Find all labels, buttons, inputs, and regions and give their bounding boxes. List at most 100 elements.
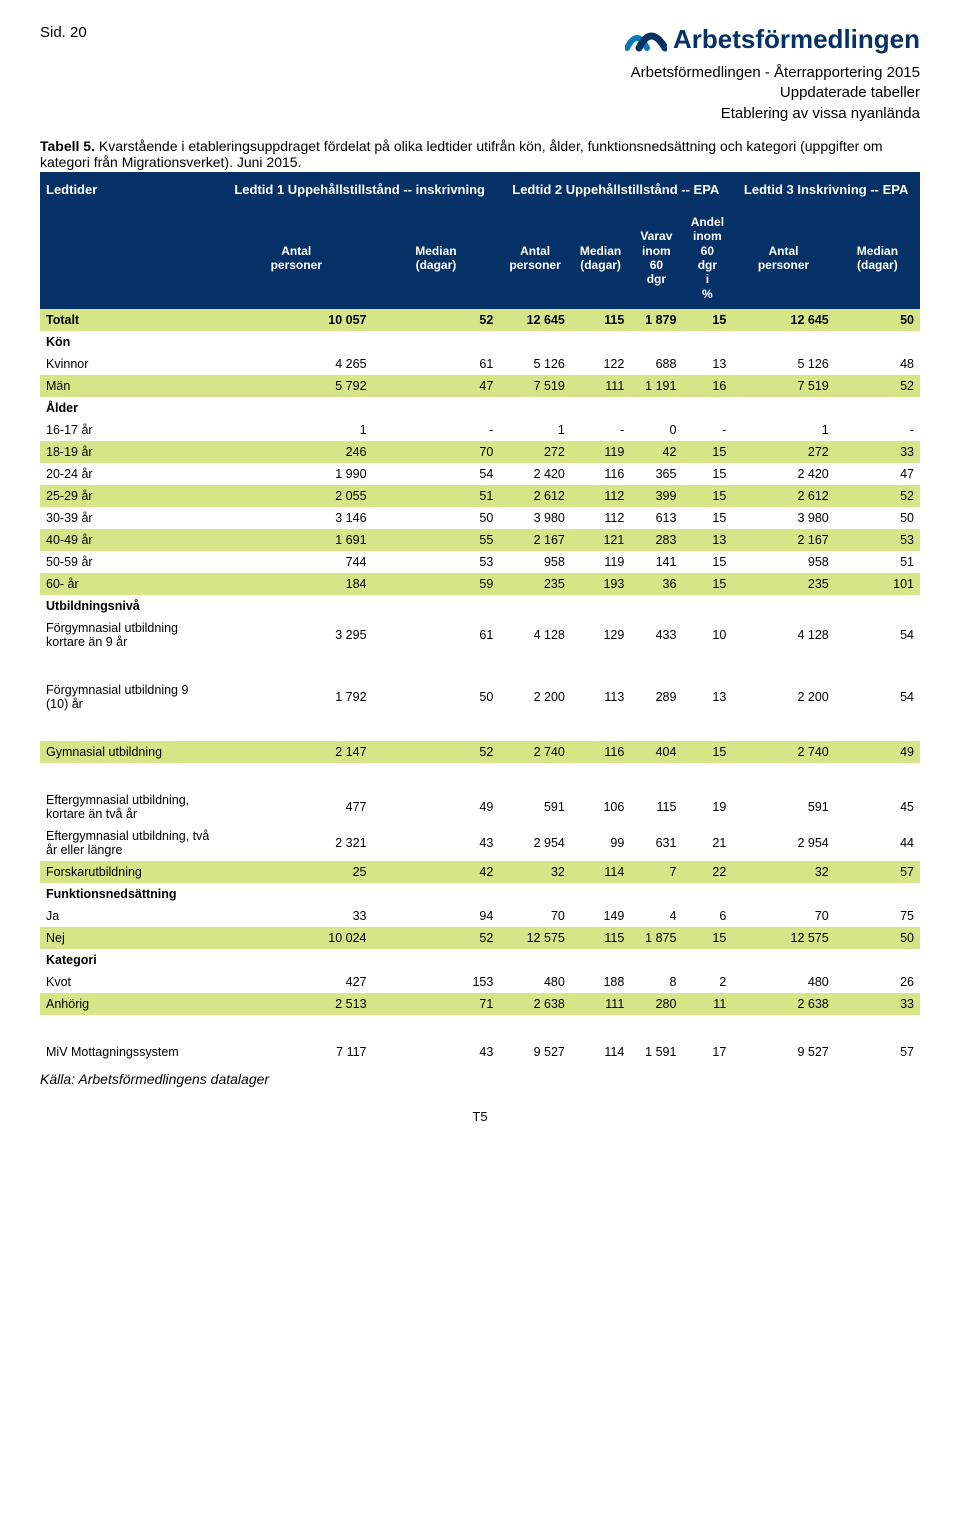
section-empty [220,883,373,905]
row-label: 40-49 år [40,529,220,551]
section-empty [571,949,630,971]
cell: 193 [571,573,630,595]
cell: 12 645 [732,309,834,331]
cell: 13 [682,529,732,551]
cell: 3 295 [220,617,373,653]
cell: 101 [835,573,920,595]
page-header: Sid. 20 Arbetsförmedlingen [40,24,920,55]
row-label: Gymnasial utbildning [40,741,220,763]
cell: 399 [630,485,682,507]
cell: 61 [373,617,500,653]
cell: 70 [732,905,834,927]
cell: 21 [682,825,732,861]
band-ledtid-1: Ledtid 1 Uppehållstillstånd -- inskrivni… [220,172,499,207]
section-empty [682,949,732,971]
row-label: Kvot [40,971,220,993]
cell: 5 126 [732,353,834,375]
cell: 36 [630,573,682,595]
table-row: Kvot4271534801888248026 [40,971,920,993]
cell: 3 980 [499,507,571,529]
cell: 33 [835,993,920,1015]
cell: 0 [630,419,682,441]
cell: 50 [835,507,920,529]
spacer-cell [40,1015,920,1041]
cell: 70 [499,905,571,927]
cell: 50 [835,309,920,331]
section-empty [732,331,834,353]
cell: 153 [373,971,500,993]
table-row: Förgymnasial utbildning kortare än 9 år3… [40,617,920,653]
section-empty [682,595,732,617]
row-label: Totalt [40,309,220,331]
cell: 75 [835,905,920,927]
arbetsformedlingen-logo-icon [625,26,667,54]
cell: 4 265 [220,353,373,375]
table-row: 20-24 år1 990542 420116365152 42047 [40,463,920,485]
table-row: Forskarutbildning2542321147223257 [40,861,920,883]
cell: 480 [732,971,834,993]
cell: 404 [630,741,682,763]
section-empty [499,397,571,419]
section-label: Ålder [40,397,220,419]
row-label: Forskarutbildning [40,861,220,883]
cell: 50 [373,507,500,529]
cell: 99 [571,825,630,861]
section-label: Kön [40,331,220,353]
cell: 48 [835,353,920,375]
cell: 47 [835,463,920,485]
row-label: Eftergymnasial utbildning, två år eller … [40,825,220,861]
page: Sid. 20 Arbetsförmedlingen Arbetsförmedl… [0,0,960,1164]
cell: 12 645 [499,309,571,331]
row-label: Förgymnasial utbildning kortare än 9 år [40,617,220,653]
cell: 365 [630,463,682,485]
cell: - [835,419,920,441]
cell: 7 117 [220,1041,373,1063]
cell: 33 [835,441,920,463]
table-row: Eftergymnasial utbildning, kortare än tv… [40,789,920,825]
cell: 54 [835,617,920,653]
cell: 184 [220,573,373,595]
cell: 283 [630,529,682,551]
page-footer: T5 [40,1109,920,1124]
cell: 52 [835,485,920,507]
cell: 13 [682,353,732,375]
spacer-row [40,715,920,741]
row-label: 25-29 år [40,485,220,507]
section-label: Funktionsnedsättning [40,883,220,905]
cell: 1 879 [630,309,682,331]
section-empty [630,949,682,971]
table-row: Ja339470149467075 [40,905,920,927]
cell: 2 612 [732,485,834,507]
section-empty [630,883,682,905]
cell: 2 167 [499,529,571,551]
cell: 119 [571,551,630,573]
table-row: MiV Mottagningssystem7 117439 5271141 59… [40,1041,920,1063]
cell: 32 [732,861,834,883]
subheader-col-1: Median(dagar) [373,207,500,309]
cell: 4 [630,905,682,927]
cell: 53 [373,551,500,573]
spacer-row [40,1015,920,1041]
cell: 141 [630,551,682,573]
subheader-col-6: Antalpersoner [732,207,834,309]
row-label: 50-59 år [40,551,220,573]
section-empty [499,595,571,617]
subheader-blank [40,207,220,309]
cell: 116 [571,741,630,763]
table-row: Män5 792477 5191111 191167 51952 [40,375,920,397]
table-row: Nej10 0245212 5751151 8751512 57550 [40,927,920,949]
cell: 15 [682,309,732,331]
cell: 33 [220,905,373,927]
spacer-row [40,653,920,679]
table-row: Totalt10 0575212 6451151 8791512 64550 [40,309,920,331]
cell: 70 [373,441,500,463]
cell: 53 [835,529,920,551]
cell: 26 [835,971,920,993]
cell: 122 [571,353,630,375]
section-empty [220,949,373,971]
cell: 2 321 [220,825,373,861]
cell: 106 [571,789,630,825]
cell: 5 126 [499,353,571,375]
cell: 9 527 [732,1041,834,1063]
section-empty [373,331,500,353]
